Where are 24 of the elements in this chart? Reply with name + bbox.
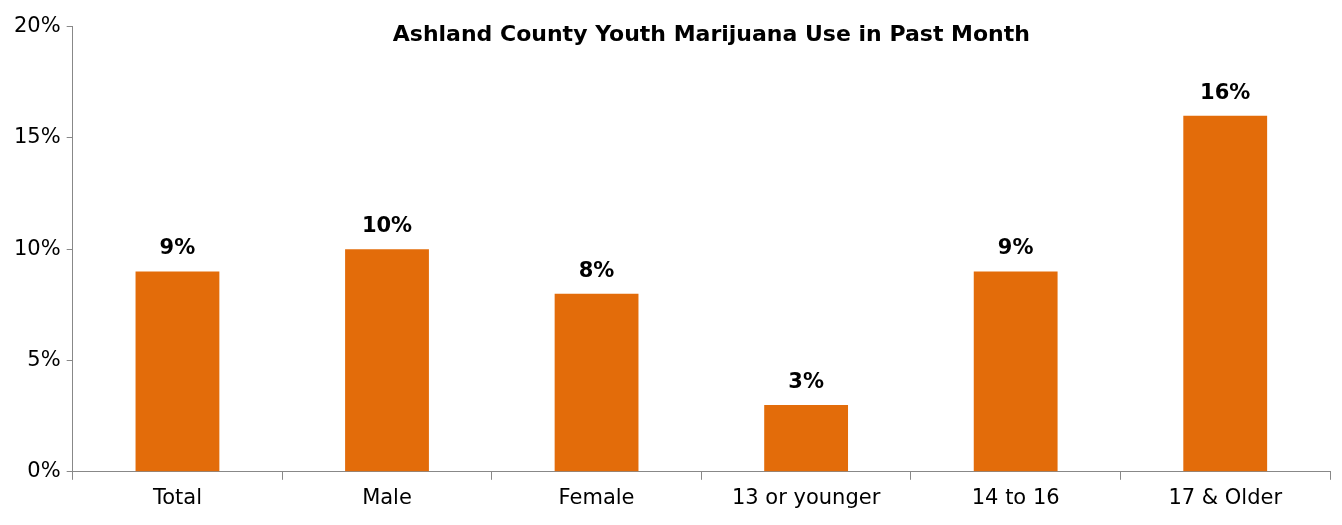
data-label: 16%	[1200, 79, 1251, 104]
data-label: 10%	[361, 213, 413, 238]
data-label: 9%	[997, 235, 1034, 260]
bar	[1183, 115, 1268, 472]
x-tick-label: Female	[558, 484, 635, 509]
x-tick-label: 14 to 16	[971, 484, 1060, 509]
data-label: 3%	[788, 368, 824, 393]
bar	[764, 405, 849, 472]
data-label: 9%	[159, 235, 196, 260]
y-tick-label: 5%	[27, 346, 61, 371]
x-tick-label: 17 & Older	[1168, 484, 1283, 509]
y-tick-label: 0%	[27, 458, 61, 483]
data-label: 8%	[578, 257, 615, 282]
y-tick-label: 15%	[13, 124, 61, 149]
x-tick-label: Total	[151, 484, 202, 509]
x-tick-label: Male	[362, 484, 412, 509]
x-tick-label: 13 or younger	[731, 484, 881, 509]
bar	[554, 293, 639, 472]
y-tick-label: 10%	[13, 235, 61, 260]
y-tick-label: 20%	[13, 13, 61, 38]
bar	[973, 271, 1058, 472]
bar	[345, 249, 429, 472]
chart-title: Ashland County Youth Marijuana Use in Past Month	[392, 21, 1030, 47]
bar	[135, 271, 220, 472]
